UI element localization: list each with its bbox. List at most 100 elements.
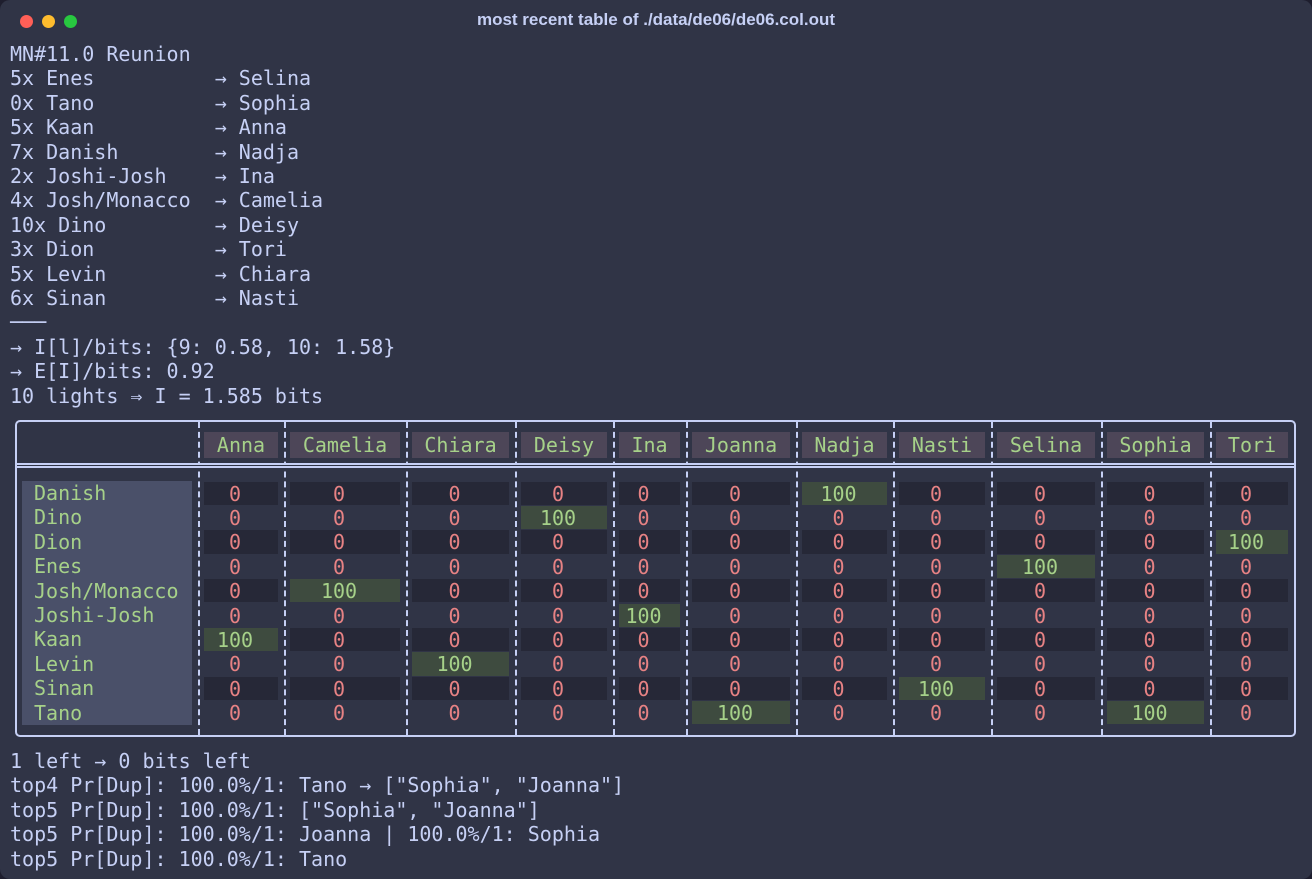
table-cell: 0: [1143, 505, 1156, 530]
table-cell: 0: [1239, 603, 1253, 628]
table-cell: 0: [1107, 530, 1204, 554]
column-separator: [515, 422, 517, 735]
table-cell: 0: [290, 530, 400, 554]
table-cell: 0: [899, 579, 985, 603]
column-header: Chiara: [412, 432, 509, 458]
row-name: Kaan: [34, 627, 83, 652]
table-cell: 0: [1033, 505, 1047, 530]
table-cell: 0: [204, 481, 278, 506]
table-cell: 0: [290, 627, 400, 652]
table-cell: 0: [290, 481, 400, 506]
table-cell: 100: [802, 481, 887, 506]
row-name: Danish: [34, 481, 107, 505]
output-line: 10x Dino → Deisy: [10, 212, 299, 237]
table-cell: 0: [1033, 603, 1047, 628]
output-line: 0x Tano → Sophia: [10, 90, 312, 115]
table-cell: 0: [332, 603, 346, 628]
table-cell: 0: [1216, 627, 1288, 652]
table-cell: 0: [551, 701, 565, 726]
table-cell: 0: [1239, 505, 1253, 530]
minimize-button[interactable]: [42, 15, 55, 28]
output-line: top4 Pr[Dup]: 100.0%/1: Tano → ["Sophia"…: [10, 773, 625, 798]
table-cell: 0: [1033, 652, 1047, 677]
row-name: Dino: [34, 505, 83, 530]
column-header: Deisy: [521, 432, 607, 458]
table-cell: 0: [412, 627, 509, 652]
table-cell: 0: [728, 505, 742, 530]
table-cell: 0: [332, 554, 346, 579]
table-cell: 0: [802, 579, 887, 603]
table-cell: 0: [228, 701, 242, 726]
table-cell: 0: [1239, 701, 1253, 726]
table-cell: 0: [204, 579, 278, 603]
row-names-block: [22, 481, 192, 725]
table-cell: 0: [551, 554, 565, 579]
column-header: Anna: [204, 432, 278, 458]
table-cell: 0: [899, 481, 985, 506]
table-cell: 0: [929, 505, 943, 530]
row-name: Tano: [34, 700, 83, 725]
output-line: 6x Sinan → Nasti: [10, 286, 299, 310]
row-name: Joshi-Josh: [34, 603, 155, 627]
output-line: 5x Enes → Selina: [10, 66, 312, 91]
table-cell: 0: [448, 701, 461, 726]
column-header: Tori: [1216, 432, 1288, 458]
table-cell: 0: [1107, 481, 1204, 506]
table-cell: 0: [899, 627, 985, 652]
table-cell: 0: [619, 530, 680, 554]
column-separator: [991, 422, 993, 735]
column-header: Sophia: [1107, 432, 1204, 458]
table-cell: 100: [521, 505, 607, 530]
output-line: → I[l]/bits: {9: 0.58, 10: 1.58}: [10, 334, 396, 359]
table-cell: 0: [1107, 627, 1204, 652]
table-cell: 0: [521, 481, 607, 506]
close-button[interactable]: [20, 15, 33, 28]
table-cell: 0: [637, 652, 650, 677]
row-name: Sinan: [34, 676, 95, 701]
column-header: Nadja: [802, 432, 887, 458]
table-cell: 0: [832, 505, 845, 530]
table-cell: 0: [997, 481, 1095, 506]
output-line: top5 Pr[Dup]: 100.0%/1: Joanna | 100.0%/…: [10, 822, 601, 847]
column-separator: [284, 422, 286, 735]
table-cell: 0: [692, 530, 790, 554]
table-cell: 0: [1143, 554, 1156, 579]
column-separator: [613, 422, 615, 735]
table-cell: 0: [228, 652, 242, 677]
table-cell: 0: [637, 505, 650, 530]
table-cell: 0: [997, 676, 1095, 701]
table-cell: 0: [1107, 676, 1204, 701]
window-title: most recent table of ./data/de06/de06.co…: [476, 10, 836, 29]
table-cell: 0: [692, 481, 790, 506]
output-line: 1 left → 0 bits left: [10, 749, 251, 773]
table-cell: 0: [692, 579, 790, 603]
table-cell: 100: [412, 652, 509, 676]
table-cell: 0: [551, 603, 565, 628]
column-separator: [686, 422, 688, 735]
output-line: 10 lights ⇒ I = 1.585 bits: [10, 383, 324, 408]
table-cell: 0: [637, 554, 650, 579]
table-cell: 0: [228, 505, 242, 530]
output-line: top5 Pr[Dup]: 100.0%/1: Tano: [10, 846, 348, 871]
table-cell: 0: [832, 652, 845, 677]
table-cell: 0: [448, 554, 461, 579]
column-header: Joanna: [692, 432, 790, 458]
table-cell: 0: [521, 579, 607, 603]
table-cell: 100: [290, 579, 400, 603]
output-line: → E[I]/bits: 0.92: [10, 359, 215, 384]
table-cell: 0: [929, 701, 943, 726]
table-cell: 0: [1033, 701, 1047, 726]
output-line: 5x Levin → Chiara: [10, 261, 312, 286]
table-cell: 0: [832, 603, 845, 628]
zoom-button[interactable]: [64, 15, 77, 28]
table-cell: 0: [899, 530, 985, 554]
table-cell: 0: [412, 676, 509, 701]
table-cell: 0: [412, 530, 509, 554]
table-cell: 0: [1239, 554, 1253, 579]
table-cell: 0: [802, 676, 887, 701]
column-separator: [796, 422, 798, 735]
table-cell: 0: [521, 676, 607, 701]
table-cell: 0: [728, 652, 742, 677]
result-table: Anna Camelia Chiara Deisy Ina Joanna Nadja Nast…: [15, 420, 1296, 737]
